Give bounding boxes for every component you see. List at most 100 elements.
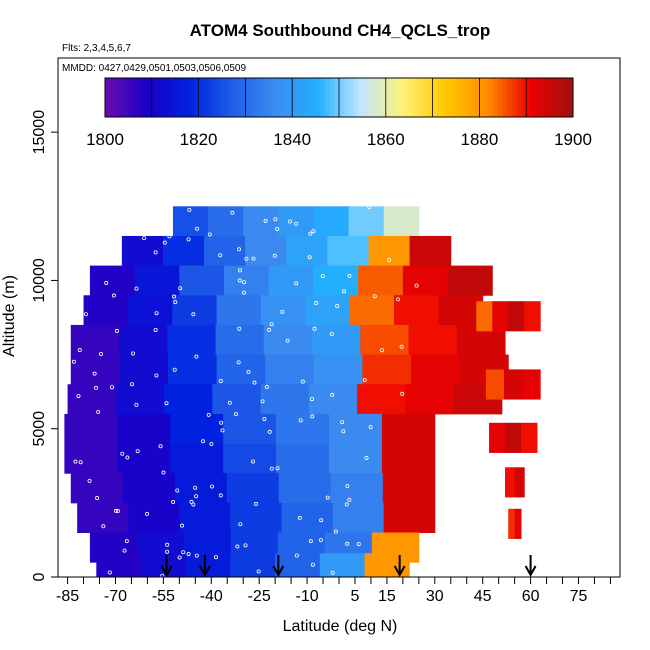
x-tick-label: 30	[426, 588, 444, 605]
sample-point	[234, 412, 239, 417]
sample-point	[125, 455, 130, 460]
sample-point	[236, 360, 241, 365]
colorbar-swatch	[105, 78, 111, 117]
heatmap-cell	[265, 354, 315, 385]
turn-arrow	[160, 555, 173, 578]
sample-point	[262, 416, 267, 421]
colorbar-swatch	[207, 78, 214, 117]
nh-patch-cell	[489, 422, 506, 453]
heatmap-cell	[408, 324, 458, 356]
sample-point	[187, 207, 192, 212]
colorbar-swatch	[507, 78, 513, 117]
heatmap-cell	[141, 553, 187, 578]
nh-patch-cell	[492, 301, 509, 332]
y-axis-label: Altitude (m)	[1, 275, 18, 357]
sample-point	[145, 511, 150, 516]
colorbar-swatch	[484, 78, 490, 117]
heatmap-cell	[212, 384, 262, 415]
colorbar-swatch	[399, 78, 406, 117]
heatmap-cell	[64, 443, 118, 474]
heatmap-cell	[167, 324, 217, 356]
sample-point	[244, 256, 249, 261]
sample-point	[387, 257, 392, 262]
colorbar-swatch	[324, 78, 331, 117]
heatmap-cell	[402, 265, 449, 296]
heatmap-cell	[70, 354, 120, 385]
sample-point	[298, 418, 303, 423]
sample-point	[173, 300, 178, 305]
colorbar-swatch	[362, 78, 368, 117]
heatmap-cell	[179, 265, 225, 296]
sample-point	[135, 449, 140, 454]
sample-point	[162, 240, 167, 245]
colorbar-swatch	[409, 78, 415, 117]
sample-point	[207, 232, 212, 237]
y-tick-label: 10000	[31, 258, 48, 303]
sample-point	[209, 441, 214, 446]
sample-point	[95, 496, 100, 501]
sample-point	[195, 226, 200, 231]
heatmap-cell	[216, 295, 262, 326]
sample-point	[153, 250, 158, 255]
colorbar-swatch	[563, 78, 569, 117]
sample-point	[115, 509, 120, 514]
colorbar-swatch	[259, 78, 265, 117]
sample-point	[238, 522, 243, 527]
colorbar-swatch	[343, 78, 349, 117]
heatmap-cell	[223, 443, 277, 474]
sample-point	[98, 351, 103, 356]
sample-point	[280, 309, 285, 314]
heatmap-cell	[121, 235, 164, 267]
sample-point	[251, 459, 256, 464]
heatmap-cell	[224, 265, 270, 296]
heatmap-cell	[383, 206, 420, 237]
heatmap-cell	[174, 473, 228, 504]
colorbar-swatch	[203, 78, 209, 117]
heatmap-cell	[117, 413, 171, 445]
heatmap-cell	[115, 384, 165, 415]
colorbar-swatch	[451, 78, 457, 117]
sample-point	[300, 379, 305, 384]
heatmap-cell	[362, 354, 412, 385]
sample-point	[238, 579, 243, 584]
x-tick-label: -70	[104, 588, 127, 605]
heatmap-cell	[226, 473, 280, 504]
heatmap-cells	[64, 206, 541, 578]
sample-point	[368, 425, 373, 430]
colorbar-swatch	[128, 78, 134, 117]
heatmap-cell	[96, 553, 142, 578]
sample-point	[267, 327, 272, 332]
sample-point	[307, 255, 312, 260]
colorbar-swatch	[240, 78, 246, 117]
sample-point	[189, 499, 194, 504]
colorbar-tick-label: 1900	[554, 130, 592, 149]
sample-point	[345, 483, 350, 488]
sample-point	[341, 429, 346, 434]
flight-turn-arrows	[160, 555, 537, 578]
heatmap-cell	[348, 206, 385, 237]
sample-point	[311, 229, 316, 234]
heatmap-cell	[128, 502, 180, 534]
x-tick-label: -10	[296, 588, 319, 605]
colorbar-swatch	[376, 78, 382, 117]
sample-point	[122, 548, 127, 553]
heatmap-cell	[117, 443, 171, 474]
heatmap-cell	[327, 235, 370, 267]
nh-patch-cell	[514, 508, 522, 539]
heatmap-cell	[349, 295, 395, 326]
colorbar-swatch	[404, 78, 410, 117]
sample-point	[330, 570, 335, 575]
colorbar-swatch	[315, 78, 321, 117]
sample-point	[256, 569, 261, 574]
heatmap-cell	[185, 553, 231, 578]
heatmap-cell	[164, 384, 213, 415]
sample-point	[320, 274, 325, 279]
colorbar-swatch	[526, 78, 532, 117]
nh-patch-cell	[503, 369, 523, 400]
colorbar-swatch	[245, 78, 251, 117]
sample-point	[238, 268, 243, 273]
sample-point	[131, 351, 136, 356]
colorbar-swatch	[441, 78, 448, 117]
colorbar-swatch	[287, 78, 293, 117]
heatmap-cell	[275, 553, 321, 578]
